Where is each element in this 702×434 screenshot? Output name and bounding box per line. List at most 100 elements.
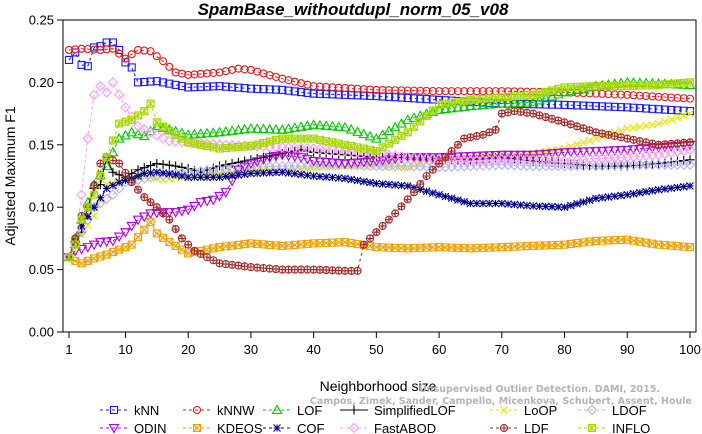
data-point bbox=[491, 199, 500, 208]
data-point bbox=[303, 88, 312, 97]
data-point bbox=[322, 82, 331, 91]
data-point bbox=[623, 90, 632, 99]
data-point bbox=[127, 240, 136, 249]
data-point bbox=[465, 151, 476, 162]
legend-marker bbox=[586, 404, 598, 416]
data-point bbox=[314, 119, 326, 130]
data-point bbox=[120, 129, 131, 140]
watermark-line-2: Campos, Zimek, Sander, Campello, Micenko… bbox=[310, 396, 692, 407]
data-point bbox=[270, 123, 282, 134]
data-point bbox=[145, 209, 156, 220]
data-point bbox=[301, 155, 313, 165]
legend-marker bbox=[192, 423, 202, 433]
data-point bbox=[410, 183, 418, 192]
data-point bbox=[339, 159, 351, 170]
data-point bbox=[240, 156, 250, 166]
data-point bbox=[151, 129, 163, 141]
data-point bbox=[133, 45, 143, 55]
data-point bbox=[623, 103, 632, 112]
data-point bbox=[209, 143, 218, 152]
data-point bbox=[146, 161, 156, 171]
data-point bbox=[496, 150, 508, 161]
data-point bbox=[598, 129, 607, 138]
data-point bbox=[635, 122, 644, 131]
data-point bbox=[441, 153, 450, 162]
data-point bbox=[592, 134, 600, 143]
data-point bbox=[221, 260, 230, 269]
data-point bbox=[685, 138, 695, 147]
data-point bbox=[616, 133, 626, 142]
data-point bbox=[685, 94, 695, 103]
data-point bbox=[146, 218, 155, 227]
data-point bbox=[416, 86, 425, 95]
data-point bbox=[214, 191, 225, 202]
data-point bbox=[133, 78, 143, 87]
data-point bbox=[240, 170, 249, 179]
data-point bbox=[547, 100, 557, 109]
data-point bbox=[202, 253, 212, 262]
data-point bbox=[152, 203, 161, 212]
data-point bbox=[566, 201, 575, 210]
data-point bbox=[196, 82, 205, 91]
data-point bbox=[477, 99, 489, 110]
data-point bbox=[333, 121, 345, 131]
data-point bbox=[635, 104, 644, 113]
data-point bbox=[684, 144, 696, 156]
data-point bbox=[96, 193, 105, 202]
data-point bbox=[472, 199, 481, 208]
data-point bbox=[189, 201, 200, 212]
data-point bbox=[207, 195, 219, 206]
data-point bbox=[566, 101, 575, 110]
data-point bbox=[276, 124, 288, 134]
data-point bbox=[146, 198, 155, 207]
data-point bbox=[258, 155, 269, 165]
data-point bbox=[290, 146, 300, 156]
data-point bbox=[490, 150, 501, 161]
data-point bbox=[642, 121, 650, 130]
data-point bbox=[115, 119, 124, 128]
data-point bbox=[316, 172, 324, 181]
legend-item-odin: ODIN bbox=[100, 421, 167, 434]
data-point bbox=[510, 200, 519, 209]
x-tick-label: 80 bbox=[557, 342, 571, 357]
x-tick-label: 10 bbox=[118, 342, 132, 357]
data-point bbox=[529, 202, 538, 210]
data-point bbox=[458, 101, 470, 111]
data-point bbox=[472, 87, 481, 96]
data-point bbox=[679, 94, 688, 103]
data-point bbox=[202, 69, 212, 78]
data-point bbox=[253, 140, 262, 149]
data-point bbox=[101, 87, 112, 98]
data-point bbox=[384, 86, 393, 95]
data-point bbox=[228, 171, 236, 180]
legend-item-cof: COF bbox=[263, 421, 325, 434]
data-point bbox=[253, 84, 262, 93]
data-point bbox=[295, 121, 307, 131]
data-point bbox=[596, 146, 608, 157]
data-point bbox=[76, 226, 87, 238]
data-point bbox=[177, 234, 186, 243]
data-point bbox=[102, 184, 111, 193]
data-point bbox=[165, 62, 174, 71]
data-point bbox=[573, 140, 581, 149]
data-point bbox=[264, 123, 276, 134]
data-point bbox=[108, 136, 117, 145]
data-point bbox=[115, 49, 124, 58]
data-point bbox=[314, 157, 326, 168]
data-point bbox=[629, 103, 638, 112]
data-point bbox=[71, 45, 80, 54]
data-point bbox=[358, 128, 370, 139]
data-point bbox=[366, 91, 375, 100]
data-point bbox=[232, 165, 244, 176]
watermark-line-1: Unsupervised Outlier Detection. DAMI, 20… bbox=[419, 384, 660, 395]
data-point bbox=[452, 152, 464, 163]
data-point bbox=[152, 52, 161, 61]
data-point bbox=[328, 173, 337, 182]
data-point bbox=[686, 109, 694, 118]
data-point bbox=[629, 189, 638, 198]
data-point bbox=[159, 78, 168, 87]
data-point bbox=[138, 130, 150, 141]
data-point bbox=[132, 120, 144, 132]
legend-item-ldf: LDF bbox=[490, 421, 549, 434]
